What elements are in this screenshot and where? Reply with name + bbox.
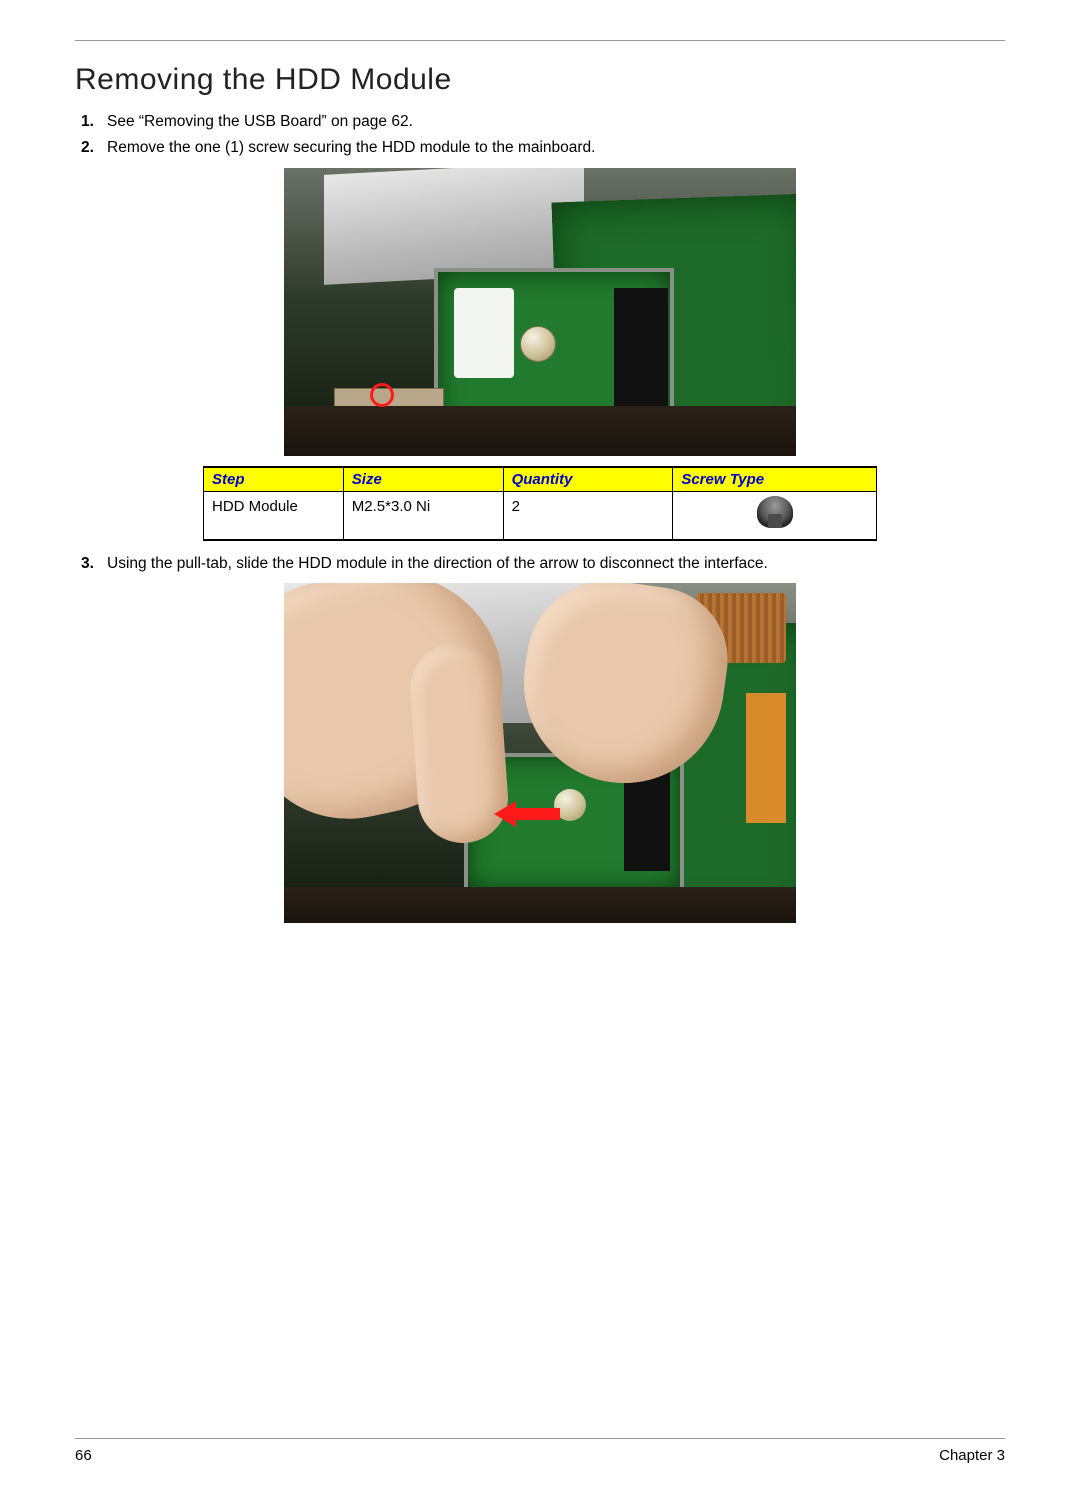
screw-icon	[757, 496, 793, 528]
figure-1	[75, 168, 1005, 456]
top-rule	[75, 40, 1005, 41]
th-size: Size	[343, 467, 503, 492]
cell-quantity: 2	[503, 491, 673, 540]
cell-size: M2.5*3.0 Ni	[343, 491, 503, 540]
page-number: 66	[75, 1447, 92, 1464]
step-number: 2.	[81, 137, 94, 159]
step-number: 1.	[81, 111, 94, 133]
page-footer: 66 Chapter 3	[75, 1438, 1005, 1464]
table-header-row: Step Size Quantity Screw Type	[204, 467, 877, 492]
table-row: HDD Module M2.5*3.0 Ni 2	[204, 491, 877, 540]
hdd-slide-photo	[284, 583, 796, 923]
cell-step: HDD Module	[204, 491, 344, 540]
step-3: 3. Using the pull-tab, slide the HDD mod…	[75, 553, 1005, 575]
photo-region	[454, 288, 514, 378]
document-page: Removing the HDD Module 1. See “Removing…	[0, 0, 1080, 1512]
th-screw-type: Screw Type	[673, 467, 877, 492]
hdd-screw-photo	[284, 168, 796, 456]
photo-region	[746, 693, 786, 823]
bottom-rule	[75, 1438, 1005, 1439]
th-quantity: Quantity	[503, 467, 673, 492]
step-number: 3.	[81, 553, 94, 575]
photo-region	[284, 406, 796, 456]
photo-region	[520, 326, 556, 362]
th-step: Step	[204, 467, 344, 492]
arrow-head-icon	[494, 801, 516, 827]
step-text: Using the pull-tab, slide the HDD module…	[107, 555, 768, 572]
step-2: 2. Remove the one (1) screw securing the…	[75, 137, 1005, 159]
chapter-label: Chapter 3	[939, 1447, 1005, 1464]
step-1: 1. See “Removing the USB Board” on page …	[75, 111, 1005, 133]
footer-row: 66 Chapter 3	[75, 1447, 1005, 1464]
direction-arrow	[494, 803, 560, 825]
section-heading: Removing the HDD Module	[75, 63, 1005, 97]
photo-region	[614, 288, 668, 408]
step-text: See “Removing the USB Board” on page 62.	[107, 113, 413, 130]
screw-table: Step Size Quantity Screw Type HDD Module…	[203, 466, 877, 541]
step-list-continued: 3. Using the pull-tab, slide the HDD mod…	[75, 553, 1005, 575]
arrow-shaft	[514, 808, 560, 820]
step-list: 1. See “Removing the USB Board” on page …	[75, 111, 1005, 160]
screw-location-marker	[370, 383, 394, 407]
photo-region	[284, 887, 796, 923]
cell-screw-type	[673, 491, 877, 540]
figure-2	[75, 583, 1005, 923]
step-text: Remove the one (1) screw securing the HD…	[107, 139, 596, 156]
